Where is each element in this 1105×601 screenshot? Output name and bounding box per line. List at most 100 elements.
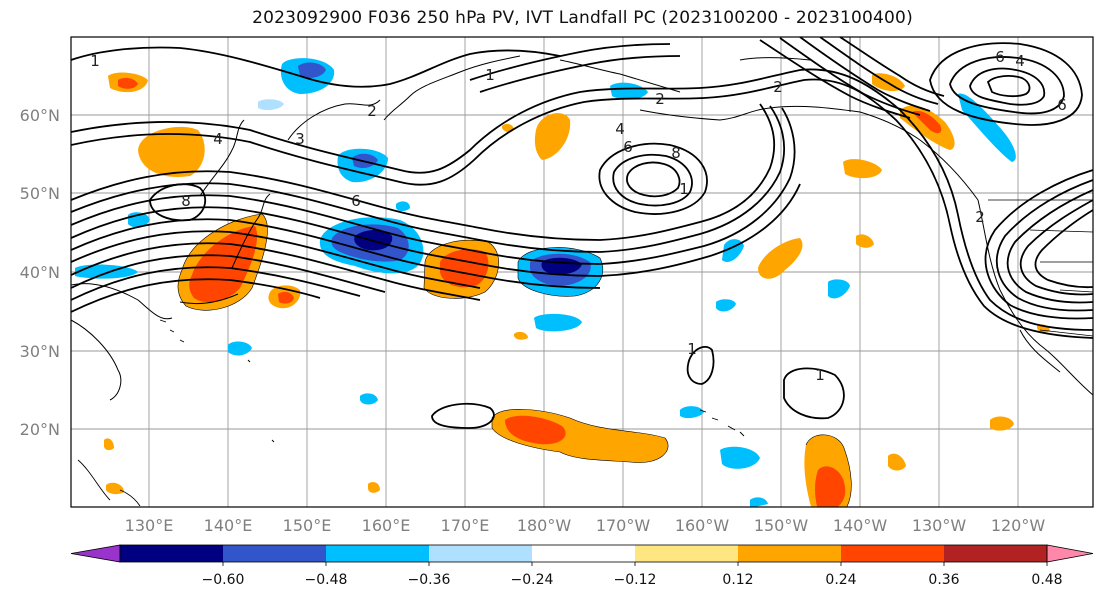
ivt-contour-12: [71, 278, 321, 313]
pv-anomaly-neg-3-core: [298, 62, 326, 78]
ivt-contour-4: [71, 105, 785, 253]
ivt-contour-10: [71, 254, 386, 293]
coastline-asia: [71, 283, 173, 320]
pv-positive-features: [104, 72, 1050, 507]
pv-anomaly-aleutian: [534, 113, 571, 160]
chart-title: 2023092900 F036 250 hPa PV, IVT Landfall…: [252, 8, 913, 28]
pv-anomaly-small-9: [368, 482, 380, 493]
latitude-labels: 60°N 50°N 40°N 30°N 20°N: [20, 106, 60, 439]
colorbar-segment: [120, 545, 224, 562]
pv-anomaly-small-10: [104, 438, 114, 451]
coastline-alaska-west: [559, 59, 681, 93]
outline-south: [805, 434, 852, 507]
coastline-baja: [1019, 329, 1061, 373]
coastline-alaska-peninsula: [639, 107, 771, 121]
contour-label: 1: [90, 52, 100, 70]
ivt-trough-3: [1006, 189, 1093, 304]
ivt-small-closed-1: [686, 345, 715, 385]
pv-anomaly-neg-19: [396, 201, 410, 211]
lon-label: 160°E: [362, 516, 411, 535]
ivt-contour-6: [71, 183, 801, 277]
contour-label: 2: [367, 102, 377, 120]
contour-label: 3: [295, 130, 305, 148]
ivt-contour-3: [71, 103, 775, 241]
colorbar-tick-label: −0.48: [305, 572, 348, 588]
ivt-arctic-8: [839, 37, 945, 97]
ivt-arctic-7: [819, 37, 939, 105]
colorbar-extend-high: [1046, 544, 1094, 563]
lon-label: 150°E: [283, 516, 332, 535]
ivt-west-closed: [149, 183, 207, 222]
coastline-chukotka: [383, 55, 521, 121]
islands-western-pacific: [159, 319, 275, 443]
borders: [849, 37, 1093, 337]
pv-negative-features: [75, 58, 1016, 507]
pv-anomaly-okhotsk: [138, 126, 205, 177]
outline-subtropical: [491, 409, 669, 463]
contour-label: 2: [975, 208, 985, 226]
contour-label: 6: [995, 48, 1005, 66]
colorbar-segment: [223, 545, 327, 562]
ivt-contour-7: [71, 218, 601, 289]
colorbar-tick-label: −0.36: [408, 572, 451, 588]
contour-label: 1: [485, 66, 495, 84]
pv-anomaly-south-core: [815, 466, 846, 507]
pv-anomaly-small-7: [888, 453, 906, 471]
pv-anomaly-neg-16: [258, 99, 284, 111]
colorbar-segment: [841, 545, 945, 562]
islands-hawaii: [699, 409, 745, 437]
ivt-center-closed-1: [598, 142, 708, 215]
pv-anomaly-small-5: [843, 159, 882, 179]
colorbar: [70, 544, 1094, 563]
contour-label: 2: [655, 90, 665, 108]
ivt-arctic-3: [479, 55, 681, 93]
lat-label: 50°N: [20, 184, 60, 203]
contour-label: 6: [623, 138, 633, 156]
lon-label: 170°W: [596, 516, 651, 535]
lon-label: 170°E: [441, 516, 490, 535]
lon-label: 140°W: [833, 516, 888, 535]
pv-anomaly-neg-5: [958, 93, 1016, 162]
contour-label: 4: [615, 120, 625, 138]
pv-anomaly-neg-18: [750, 497, 768, 507]
coastline-kamchatka: [287, 99, 381, 141]
colorbar-tick-label: −0.60: [202, 572, 245, 588]
coastline-japan: [231, 193, 271, 269]
ivt-contour-11: [71, 266, 361, 301]
pv-anomaly-subtropical-core: [505, 415, 566, 445]
ivt-trough-2: [995, 179, 1093, 312]
lat-label: 20°N: [20, 420, 60, 439]
pv-outline-contours: [177, 213, 852, 507]
ivt-arctic-6: [799, 37, 931, 112]
islands-philippines: [77, 459, 141, 507]
lon-label: 120°W: [991, 516, 1046, 535]
colorbar-tick-label: −0.12: [614, 572, 657, 588]
map-border: [70, 36, 1094, 508]
contour-label: 2: [773, 78, 783, 96]
lon-label: 150°W: [754, 516, 809, 535]
lat-label: 60°N: [20, 106, 60, 125]
colorbar-segment: [944, 545, 1048, 562]
pv-anomaly-alaska-coast: [900, 105, 955, 150]
ivt-arctic-1: [71, 46, 561, 88]
pv-anomaly-neg-8: [610, 82, 648, 100]
pv-anomaly-small-8: [990, 416, 1014, 431]
ivt-contour-1: [71, 68, 1093, 331]
coastline-kyushu: [179, 293, 239, 305]
pv-anomaly-neg-10: [716, 299, 736, 312]
contour-label: 8: [181, 192, 191, 210]
ivt-arctic-4: [759, 39, 911, 119]
ivt-trough-4: [1019, 199, 1093, 296]
contour-label: 1: [679, 180, 689, 198]
pv-anomaly-small-6: [856, 234, 874, 248]
lon-label: 160°W: [675, 516, 730, 535]
lon-label: 140°E: [204, 516, 253, 535]
coastline-arctic: [739, 57, 811, 61]
pv-anomaly-small-11: [106, 482, 124, 495]
ivt-arctic-2: [469, 43, 671, 81]
colorbar-border: [119, 544, 1048, 563]
lon-label: 180°W: [517, 516, 572, 535]
outline-neg-2: [517, 247, 604, 297]
